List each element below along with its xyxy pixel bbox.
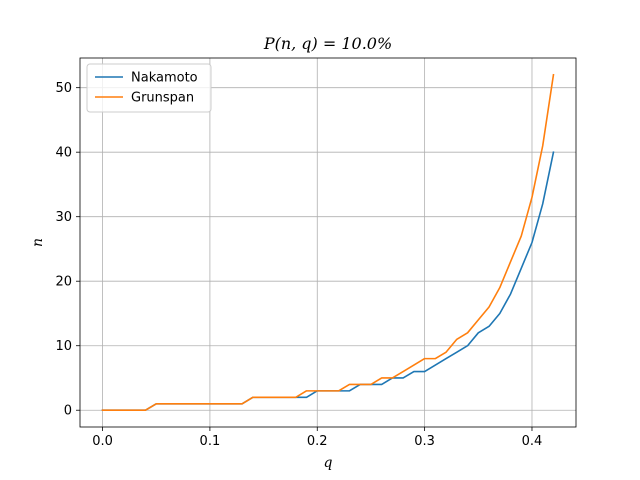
x-tick-label: 0.1 — [200, 434, 221, 449]
legend-label: Nakamoto — [131, 71, 198, 86]
x-tick-label: 0.3 — [414, 434, 435, 449]
legend-box — [86, 63, 212, 113]
y-tick-label: 10 — [55, 339, 72, 354]
plot-frame — [79, 57, 577, 428]
chart-title: P(n, q) = 10.0% — [263, 34, 392, 53]
series-line-grunspan — [101, 73, 555, 412]
y-tick-label: 40 — [55, 146, 72, 161]
grid-lines — [80, 58, 576, 427]
y-tick-label: 50 — [55, 81, 72, 96]
y-tick-label: 30 — [55, 210, 72, 225]
x-tick-label: 0.2 — [307, 434, 328, 449]
y-tick-label: 20 — [55, 275, 72, 290]
x-tick-label: 0.0 — [92, 434, 113, 449]
series-lines — [101, 73, 555, 412]
axis-ticks: 0.0 0.1 0.2 0.3 0.4 0 10 20 30 40 50 — [55, 81, 542, 449]
x-axis-label: q — [324, 455, 333, 471]
x-tick-label: 0.4 — [522, 434, 543, 449]
y-tick-label: 0 — [64, 404, 72, 419]
legend-label: Grunspan — [131, 91, 194, 106]
y-axis-label: n — [30, 238, 46, 247]
legend: Nakamoto Grunspan — [86, 63, 212, 113]
